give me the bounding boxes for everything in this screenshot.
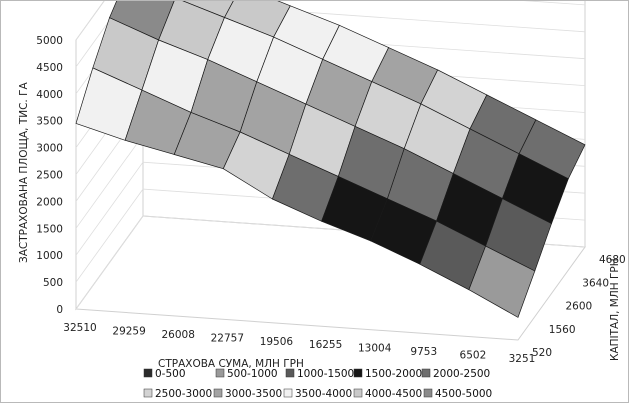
y-tick-label: 3640 — [582, 277, 609, 289]
z-tick-label: 4500 — [36, 62, 63, 74]
legend-label: 2500-3000 — [155, 388, 212, 400]
legend-swatch — [353, 368, 363, 378]
z-tick-label: 3500 — [36, 116, 63, 128]
legend-label: 500-1000 — [227, 368, 278, 380]
z-tick-label: 4000 — [36, 89, 63, 101]
z-tick-label: 0 — [56, 304, 63, 316]
legend-swatch — [213, 388, 223, 398]
x-tick-label: 29259 — [112, 325, 145, 337]
legend-label: 4000-4500 — [365, 388, 422, 400]
x-tick-label: 13004 — [358, 343, 392, 355]
legend-label: 3500-4000 — [295, 388, 352, 400]
legend: 0-500 500-1000 1000-1500 1500-2000 2000-2500… — [143, 368, 492, 400]
legend-swatch — [423, 388, 433, 398]
z-axis-title: ЗАСТРАХОВАНА ПЛОЩА, ТИС. ГА — [18, 81, 30, 263]
x-tick-label: 9753 — [410, 346, 437, 358]
legend-label: 1000-1500 — [297, 368, 354, 380]
y-tick-label: 2600 — [566, 301, 593, 313]
y-tick-label: 1560 — [549, 324, 576, 336]
legend-swatch — [285, 368, 295, 378]
gridline — [75, 1, 586, 68]
x-tick-label: 19506 — [260, 336, 294, 348]
z-tick-label: 1000 — [36, 250, 63, 262]
surface-plot — [75, 1, 586, 318]
gridline — [75, 1, 105, 41]
x-tick-label: 32510 — [63, 322, 96, 334]
legend-swatch — [353, 388, 363, 398]
legend-label: 2000-2500 — [433, 368, 490, 380]
y-tick-label: 4680 — [599, 254, 626, 266]
y-tick-label: 520 — [532, 347, 552, 359]
z-tick-label: 5000 — [36, 35, 63, 47]
legend-label: 1500-2000 — [365, 368, 422, 380]
x-tick-label: 6502 — [460, 350, 487, 362]
z-tick-label: 500 — [43, 277, 63, 289]
x-tick-label: 22757 — [211, 332, 244, 344]
z-tick-label: 2000 — [36, 196, 63, 208]
z-tick-label: 3000 — [36, 143, 63, 155]
surface-cell — [468, 245, 536, 318]
legend-swatch — [143, 368, 153, 378]
x-tick-label: 3251 — [509, 353, 536, 365]
z-axis-ticks: 0 500 1000 1500 2000 2500 3000 3500 4000 4500 5000 — [36, 35, 63, 316]
legend-swatch — [283, 388, 293, 398]
x-axis-title: СТРАХОВА СУМА, МЛН ГРН — [158, 358, 304, 370]
x-tick-label: 26008 — [161, 329, 194, 341]
legend-label: 0-500 — [155, 368, 186, 380]
legend-label: 4500-5000 — [435, 388, 492, 400]
y-axis-ticks: 520 1560 2600 3640 4680 — [532, 254, 626, 359]
x-tick-label: 16255 — [309, 339, 342, 351]
legend-swatch — [421, 368, 431, 378]
x-axis-ticks: 32510 29259 26008 22757 19506 16255 13004 9753 6… — [63, 322, 535, 365]
z-tick-label: 1500 — [36, 223, 63, 235]
y-axis-title: КАПІТАЛ, МЛН ГРН — [609, 258, 621, 361]
z-tick-label: 2500 — [36, 170, 63, 182]
legend-swatch — [143, 388, 153, 398]
legend-swatch — [215, 368, 225, 378]
legend-label: 3000-3500 — [225, 388, 282, 400]
